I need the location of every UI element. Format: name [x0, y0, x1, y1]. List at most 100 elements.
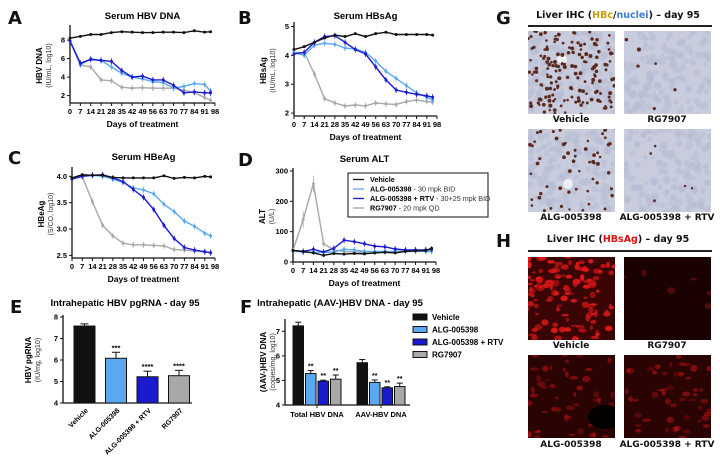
data-point-alg-005398-rtv: [292, 52, 296, 56]
data-point-alg-005398: [193, 224, 197, 228]
hbc-positive-nucleus: [533, 140, 536, 143]
y-axis-label-F: (AAV-)HBV DNA: [259, 332, 268, 393]
data-point-alg-005398: [152, 192, 156, 196]
bar-alg-005398-total-hbv-dna: [305, 373, 317, 406]
nucleus-unstained: [638, 192, 644, 198]
x-tick-label: 35: [119, 262, 127, 271]
data-point-vehicle: [203, 30, 207, 34]
hbc-positive-nucleus: [604, 106, 608, 110]
data-point-rg7907: [203, 95, 207, 99]
y-tick-label: 2: [61, 91, 65, 100]
x-tick-label: 28: [330, 266, 338, 275]
hbsag-signal: [534, 324, 543, 331]
data-point-alg-005398: [162, 202, 166, 206]
ihc-h-title: Liver IHC (HBsAg) – day 95: [528, 234, 708, 245]
chart-intrahepatic-pgrna: Intrahepatic HBV pgRNA - day 95 4 5 6 7 8 HBV …: [24, 298, 200, 457]
x-tick-label: 77: [401, 266, 409, 275]
data-point-alg-005398-rtv: [384, 78, 388, 82]
ihc-g-title-nuclei: nuclei: [616, 10, 649, 21]
hbsag-signal: [576, 324, 585, 329]
hbc-positive-nucleus: [613, 76, 615, 81]
data-point-rg7907: [131, 243, 135, 247]
nucleus-unstained: [658, 88, 665, 96]
hbc-positive-nucleus: [542, 110, 547, 114]
x-tick-label: 77: [180, 262, 188, 271]
nucleus-unstained: [643, 155, 648, 160]
data-point-rg7907: [152, 243, 156, 247]
nucleus-unstained: [588, 204, 595, 211]
hbc-positive-nucleus: [549, 81, 553, 85]
data-point-rg7907: [121, 241, 125, 245]
nucleus-unstained: [591, 136, 597, 142]
hbsag-signal: [578, 266, 588, 272]
nucleus-unstained: [636, 184, 645, 193]
nucleus-unstained: [648, 33, 657, 41]
hbsag-signal: [654, 364, 661, 370]
vessel-lumen: [557, 54, 567, 64]
nucleus-unstained: [624, 101, 629, 108]
hbsag-signal: [544, 379, 550, 382]
nucleus-unstained: [571, 131, 579, 139]
hbc-positive-nucleus: [612, 83, 615, 88]
hbc-positive-nucleus: [553, 88, 557, 91]
hbc-positive-nucleus: [654, 62, 657, 65]
hbc-positive-nucleus: [596, 98, 601, 103]
hbsag-signal: [706, 408, 711, 413]
hbsag-signal: [551, 279, 560, 287]
panel-label-g: G: [496, 8, 511, 29]
nucleus-unstained: [634, 142, 641, 148]
hbsag-signal: [667, 287, 676, 294]
legend-swatch-alg-005398: [412, 326, 428, 333]
hbsag-signal: [585, 367, 593, 372]
hbsag-signal: [661, 390, 666, 396]
hbsag-signal: [702, 424, 710, 428]
hbc-positive-nucleus: [556, 84, 560, 88]
hbsag-signal: [573, 392, 577, 397]
hbc-positive-nucleus: [537, 195, 542, 200]
nucleus-unstained: [687, 132, 694, 140]
x-tick-label: 63: [381, 266, 389, 275]
fluor-background: [624, 355, 711, 438]
x-tick-label: 56: [150, 262, 158, 271]
nucleus-unstained: [634, 80, 640, 86]
ihc-h-title-hbsag: HBsAg: [602, 234, 638, 245]
nucleus-unstained: [572, 150, 579, 157]
x-tick-label: 84: [190, 262, 199, 271]
hbc-positive-nucleus: [535, 161, 540, 166]
hbsag-signal: [564, 359, 570, 363]
data-point-vehicle: [352, 252, 356, 256]
hbc-positive-nucleus: [543, 54, 547, 58]
hbsag-signal: [533, 299, 539, 302]
hbc-positive-nucleus: [601, 132, 604, 136]
hbsag-signal: [608, 303, 613, 310]
data-point-vehicle: [343, 35, 347, 39]
data-point-vehicle: [172, 30, 176, 34]
hbc-positive-nucleus: [576, 76, 580, 80]
nucleus-unstained: [696, 102, 703, 109]
nucleus-unstained: [554, 197, 562, 205]
x-tick-label: 84: [190, 107, 199, 116]
hbc-positive-nucleus: [586, 189, 590, 193]
data-point-alg-005398-rtv: [142, 195, 145, 199]
hbc-positive-nucleus: [546, 73, 549, 76]
x-tick-label: 42: [351, 120, 359, 129]
data-point-vehicle: [99, 32, 103, 36]
hbsag-signal: [597, 396, 602, 404]
data-point-vehicle: [414, 249, 418, 253]
data-point-rg7907: [162, 244, 166, 248]
nucleus-unstained: [706, 133, 711, 141]
hbsag-signal: [560, 274, 566, 277]
hbc-positive-nucleus: [576, 96, 581, 100]
hbc-positive-nucleus: [576, 41, 580, 45]
hbsag-signal: [562, 355, 568, 357]
nucleus-unstained: [699, 187, 707, 194]
hbc-positive-nucleus: [649, 152, 653, 155]
nucleus-unstained: [639, 56, 645, 62]
nucleus-unstained: [649, 44, 655, 51]
data-point-rg7907: [343, 104, 347, 108]
hbc-positive-nucleus: [563, 62, 566, 66]
nucleus-unstained: [644, 193, 651, 200]
nucleus-unstained: [664, 56, 669, 61]
nucleus-unstained: [666, 129, 673, 134]
hbc-positive-nucleus: [603, 207, 607, 211]
